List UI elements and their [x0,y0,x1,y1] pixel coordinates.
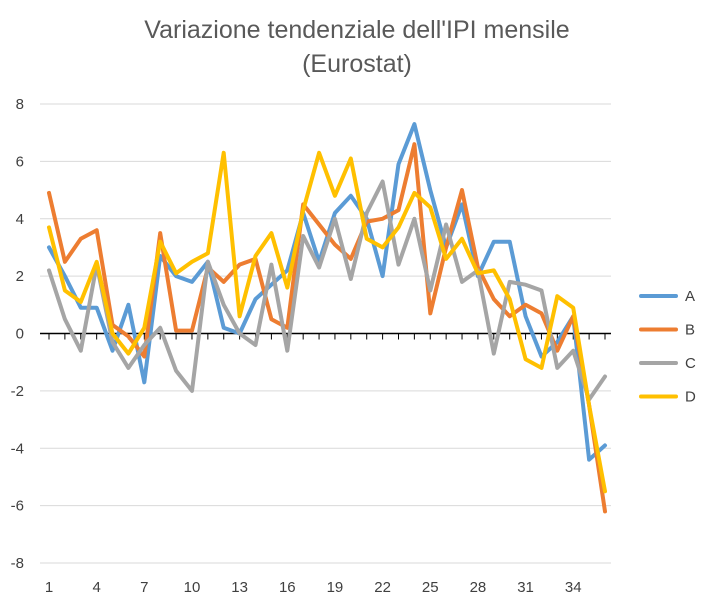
x-tick-label: 7 [140,579,148,596]
chart-title-line-1: Variazione tendenziale dell'IPI mensile [144,16,569,44]
y-tick-label: 6 [16,153,24,170]
y-tick-label: 0 [16,326,24,343]
legend-label-C: C [685,355,696,372]
y-tick-label: -2 [11,383,24,400]
legend-label-A: A [685,288,695,305]
series-line-C [47,179,607,402]
gridlines [40,103,611,564]
x-tick-label: 16 [279,579,296,596]
series-line-D [47,150,607,494]
legend-label-B: B [685,322,695,339]
legend-label-D: D [685,389,696,406]
x-tick-label: 34 [565,579,582,596]
x-tick-label: 19 [327,579,344,596]
x-tick-label: 10 [184,579,201,596]
series-lines [47,122,607,514]
x-tick-labels: 1 4 7 10 13 16 19 22 25 28 31 34 [45,579,582,596]
y-tick-label: 2 [16,268,24,285]
x-tick-label: 28 [470,579,487,596]
y-tick-label: 8 [16,96,24,113]
x-tick-label: 22 [374,579,391,596]
x-tick-label: 4 [92,579,100,596]
x-tick-label: 13 [231,579,248,596]
y-tick-label: -4 [11,440,24,457]
y-tick-labels: 8 6 4 2 0 -2 -4 -6 -8 [11,96,24,572]
y-tick-label: -6 [11,498,24,515]
y-tick-label: -8 [11,555,24,572]
x-tick-label: 1 [45,579,53,596]
x-tick-label: 25 [422,579,439,596]
x-tick-label: 31 [517,579,534,596]
chart-title-line-2: (Eurostat) [302,50,412,78]
y-tick-label: 4 [16,211,24,228]
